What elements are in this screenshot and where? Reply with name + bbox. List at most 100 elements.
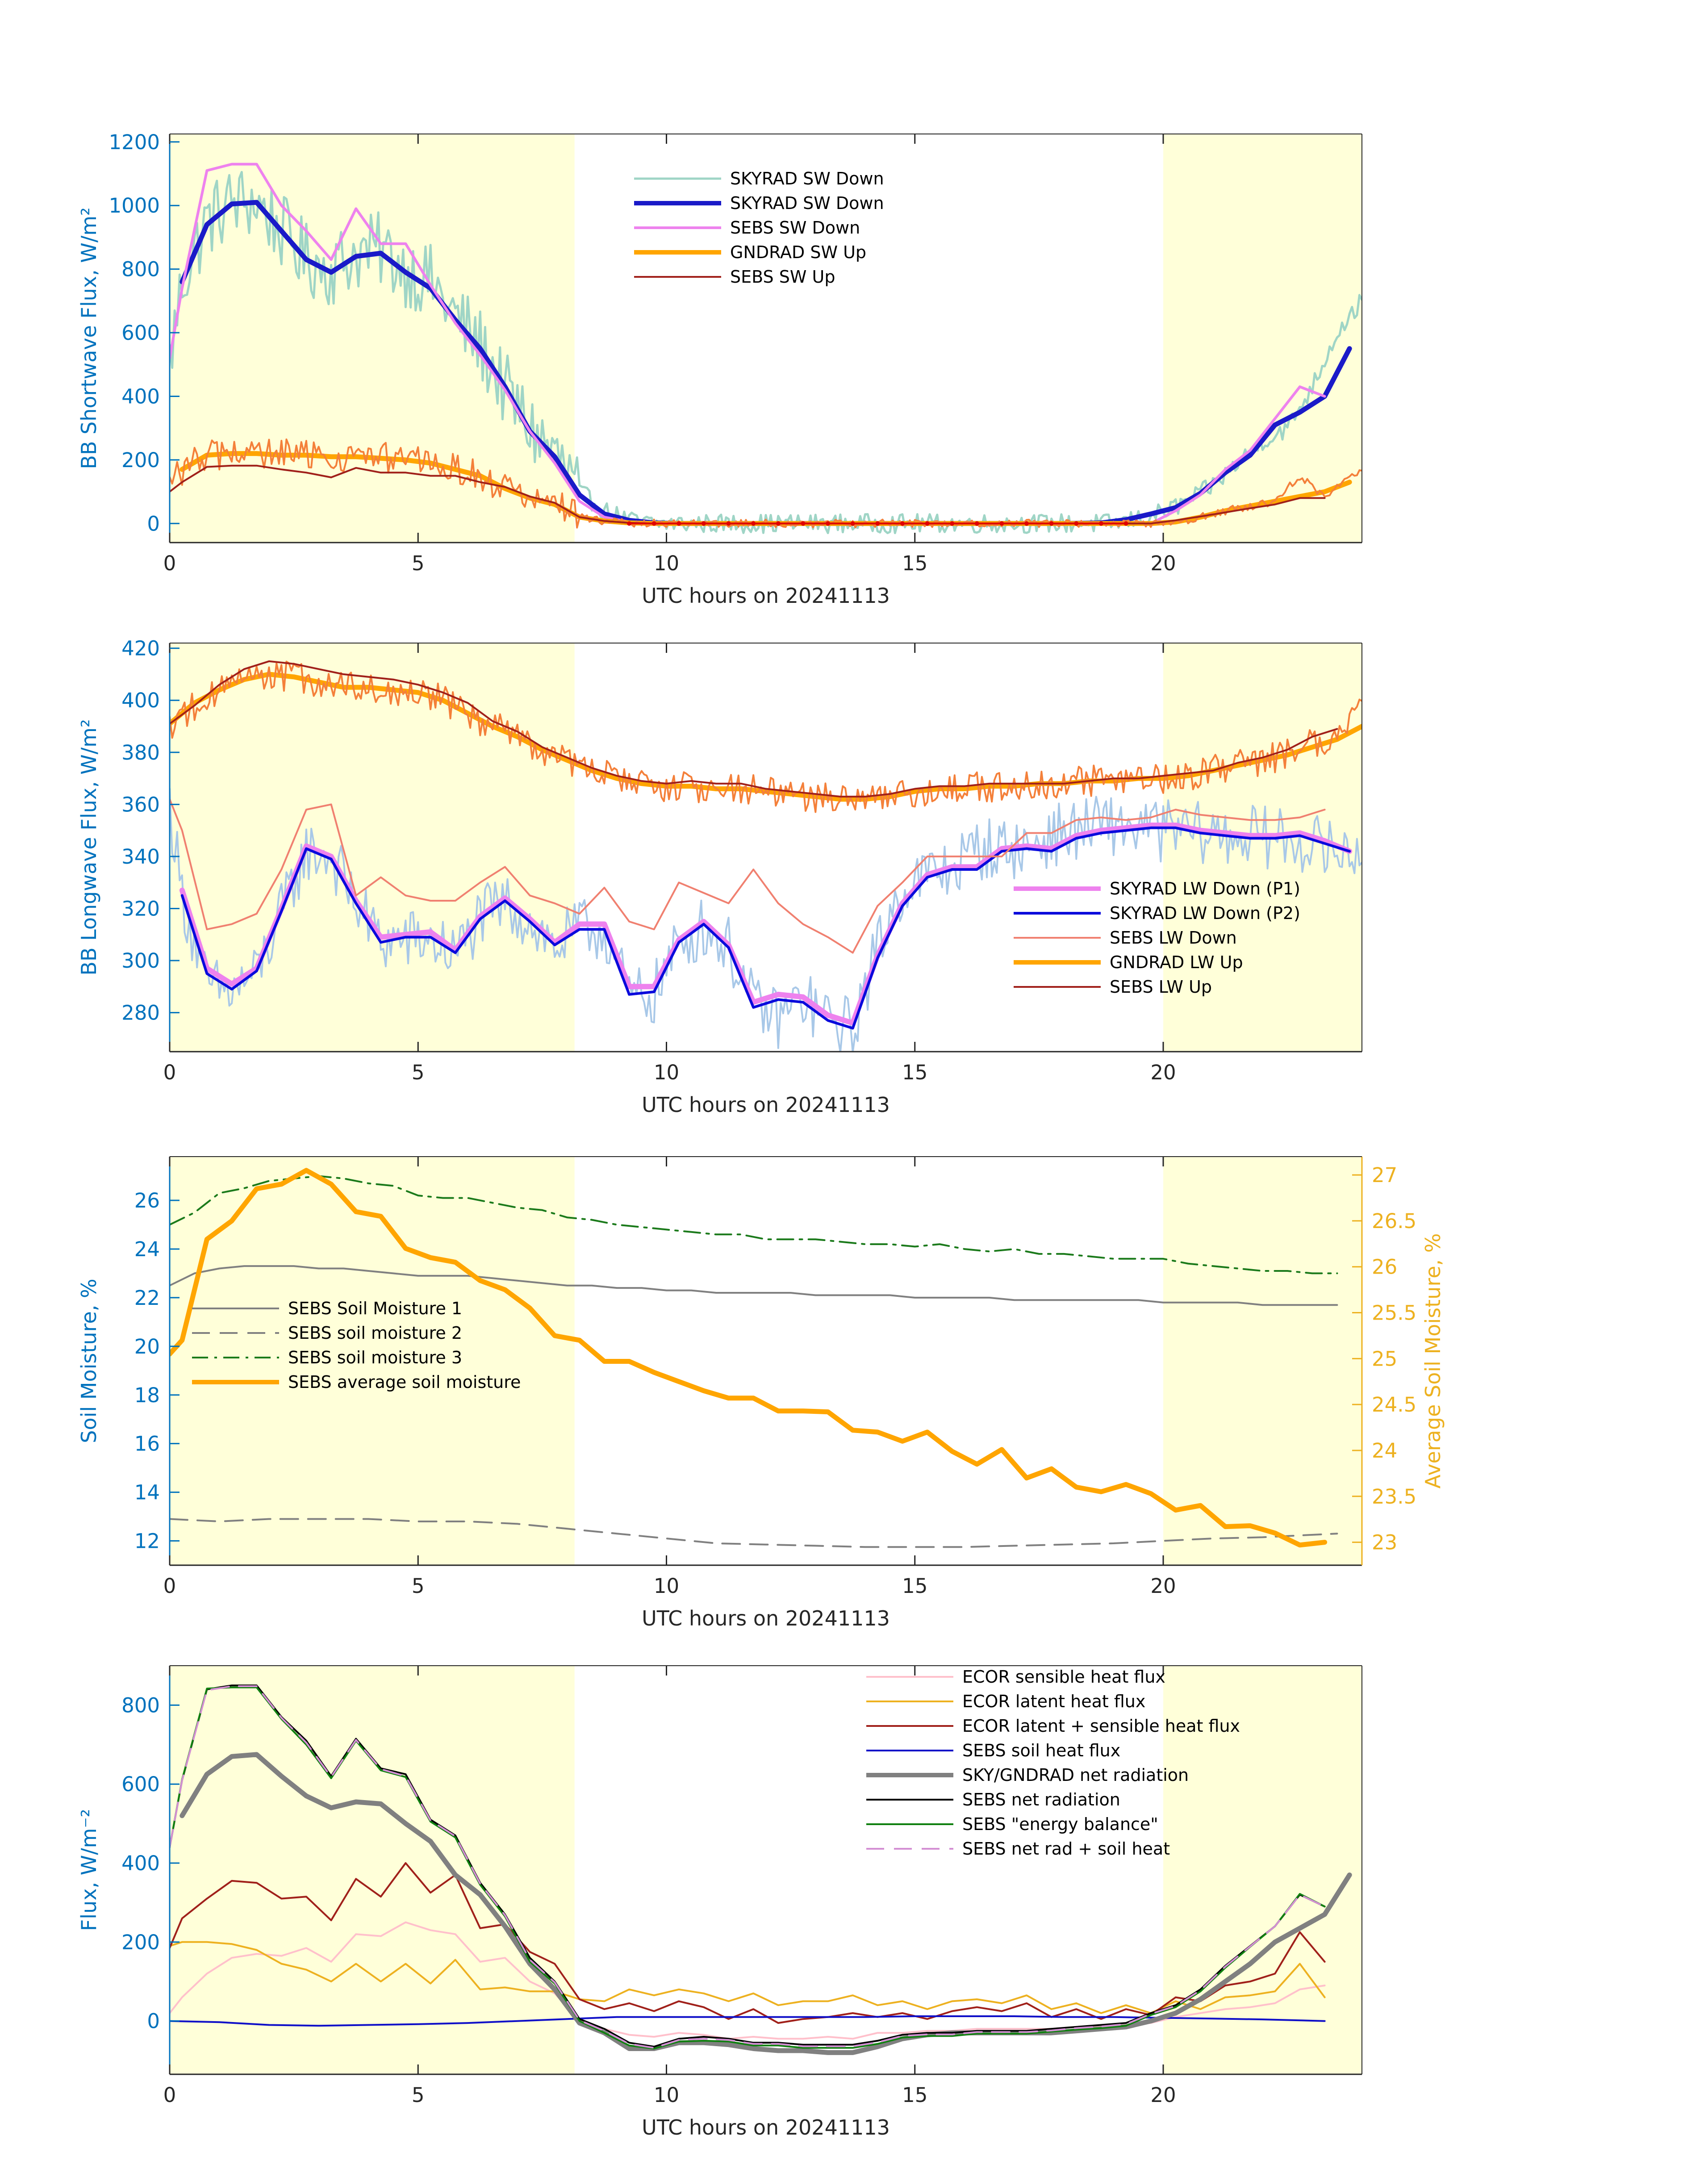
x-tick-label: 10 bbox=[654, 1574, 679, 1598]
series-line-skyrad-lw-down-p2 bbox=[179, 823, 1353, 1026]
y2-tick-label: 23.5 bbox=[1372, 1485, 1416, 1508]
legend-label: SKYRAD SW Down bbox=[730, 193, 884, 213]
y-tick-label: 1000 bbox=[109, 194, 160, 217]
y-tick-label: 0 bbox=[147, 2010, 160, 2033]
series-marker bbox=[1123, 521, 1128, 526]
y-tick-label: 200 bbox=[121, 1930, 160, 1954]
daylight-band bbox=[170, 1157, 575, 1565]
x-axis-label: UTC hours on 20241113 bbox=[642, 1606, 890, 1630]
y-tick-label: 20 bbox=[134, 1335, 160, 1358]
legend-label: SEBS LW Up bbox=[1110, 977, 1212, 997]
x-tick-label: 0 bbox=[163, 2083, 176, 2107]
y-tick-label: 26 bbox=[134, 1189, 160, 1212]
y-tick-label: 360 bbox=[121, 793, 160, 816]
legend: SKYRAD SW Down SKYRAD SW Down SEBS SW Down… bbox=[634, 169, 884, 287]
y-tick-label: 800 bbox=[121, 258, 160, 281]
y2-tick-label: 25 bbox=[1372, 1347, 1397, 1371]
legend-label: SKYRAD LW Down (P2) bbox=[1110, 903, 1300, 923]
series-line-sebs-average-soil-moisture bbox=[170, 1168, 1328, 1548]
series-marker bbox=[950, 521, 955, 526]
y2-tick-label: 24.5 bbox=[1372, 1393, 1416, 1417]
x-tick-label: 20 bbox=[1150, 552, 1176, 575]
y2-tick-label: 25.5 bbox=[1372, 1301, 1416, 1325]
y-axis-label: Flux, W/m⁻² bbox=[77, 1809, 101, 1931]
x-tick-label: 5 bbox=[412, 2083, 425, 2107]
legend-label: ECOR latent + sensible heat flux bbox=[962, 1716, 1240, 1736]
y-tick-label: 400 bbox=[121, 1851, 160, 1875]
y-tick-label: 12 bbox=[134, 1529, 160, 1553]
x-tick-label: 10 bbox=[654, 552, 679, 575]
series-marker bbox=[1074, 521, 1079, 526]
x-tick-label: 0 bbox=[163, 1061, 176, 1084]
series-line-sebs-lw-up bbox=[170, 660, 1338, 798]
y2-tick-label: 27 bbox=[1372, 1163, 1397, 1187]
y-tick-label: 400 bbox=[121, 689, 160, 712]
y-tick-label: 600 bbox=[121, 1772, 160, 1796]
y-tick-label: 280 bbox=[121, 1001, 160, 1025]
plot-area bbox=[170, 1168, 1338, 1548]
legend-label: GNDRAD SW Up bbox=[730, 242, 866, 262]
y-axis-label: BB Longwave Flux, W/m² bbox=[77, 719, 101, 975]
series-marker bbox=[875, 521, 880, 526]
y-tick-label: 600 bbox=[121, 321, 160, 345]
series-marker bbox=[1049, 521, 1054, 526]
y-tick-label: 200 bbox=[121, 448, 160, 472]
series-line-ecor-latent-heat-flux bbox=[170, 1941, 1326, 2014]
x-tick-label: 10 bbox=[654, 2083, 679, 2107]
y-tick-label: 18 bbox=[134, 1383, 160, 1407]
legend-label: SEBS soil heat flux bbox=[962, 1741, 1120, 1760]
series-line-ecor-latent-sensible-heat-flux bbox=[170, 1862, 1326, 2024]
y-axis-label: BB Shortwave Flux, W/m² bbox=[77, 207, 101, 469]
series-line-sebs-lw-down bbox=[170, 798, 1326, 954]
series-marker bbox=[900, 521, 905, 526]
series-marker bbox=[677, 521, 681, 526]
series-line-sebs-sw-up bbox=[170, 464, 1326, 525]
y-tick-label: 22 bbox=[134, 1286, 160, 1310]
series-marker bbox=[651, 521, 656, 526]
x-tick-label: 20 bbox=[1150, 2083, 1176, 2107]
series-marker bbox=[850, 521, 855, 526]
series-line-sebs-soil-heat-flux bbox=[170, 2015, 1326, 2027]
y-tick-label: 1200 bbox=[109, 130, 160, 154]
x-tick-label: 15 bbox=[902, 1574, 927, 1598]
legend-label: SEBS SW Up bbox=[730, 267, 835, 287]
y-tick-label: 300 bbox=[121, 949, 160, 973]
y2-tick-label: 26.5 bbox=[1372, 1209, 1416, 1233]
legend-label: GNDRAD LW Up bbox=[1110, 953, 1243, 972]
legend-label: ECOR sensible heat flux bbox=[962, 1667, 1165, 1687]
x-tick-label: 15 bbox=[902, 1061, 927, 1084]
legend-label: SEBS "energy balance" bbox=[962, 1814, 1158, 1834]
series-marker bbox=[1098, 521, 1103, 526]
legend-label: SKY/GNDRAD net radiation bbox=[962, 1765, 1189, 1785]
series-marker bbox=[801, 521, 806, 526]
legend-label: SKYRAD LW Down (P1) bbox=[1110, 879, 1300, 898]
legend-label: SEBS Soil Moisture 1 bbox=[288, 1299, 462, 1318]
legend-label: ECOR latent heat flux bbox=[962, 1692, 1145, 1711]
series-marker bbox=[751, 521, 756, 526]
series-line-gndrad-sw-up bbox=[180, 451, 1352, 526]
x-axis-label: UTC hours on 20241113 bbox=[642, 1093, 890, 1117]
x-tick-label: 0 bbox=[163, 552, 176, 575]
series-line-skyrad-lw-down-p1 bbox=[180, 826, 1351, 1030]
x-tick-label: 0 bbox=[163, 1574, 176, 1598]
daylight-band bbox=[1163, 134, 1362, 543]
series-line-sebs-sw-down bbox=[170, 163, 1326, 525]
series-marker bbox=[1024, 521, 1029, 526]
plot-area bbox=[170, 1684, 1352, 2055]
y-tick-label: 0 bbox=[147, 512, 160, 535]
legend-label: SEBS net rad + soil heat bbox=[962, 1839, 1170, 1859]
series-marker bbox=[974, 521, 979, 526]
y-tick-label: 420 bbox=[121, 637, 160, 660]
legend: ECOR sensible heat flux ECOR latent heat … bbox=[866, 1667, 1240, 1859]
legend-label: SEBS net radiation bbox=[962, 1790, 1120, 1809]
x-tick-label: 5 bbox=[412, 552, 425, 575]
y2-tick-label: 24 bbox=[1372, 1439, 1397, 1462]
x-tick-label: 20 bbox=[1150, 1061, 1176, 1084]
series-marker bbox=[925, 521, 930, 526]
daylight-band bbox=[1163, 1666, 1362, 2074]
legend-label: SEBS LW Down bbox=[1110, 928, 1237, 948]
y-tick-label: 24 bbox=[134, 1237, 160, 1261]
x-tick-label: 5 bbox=[412, 1061, 425, 1084]
series-line-gndrad-sw-up bbox=[170, 438, 1362, 529]
